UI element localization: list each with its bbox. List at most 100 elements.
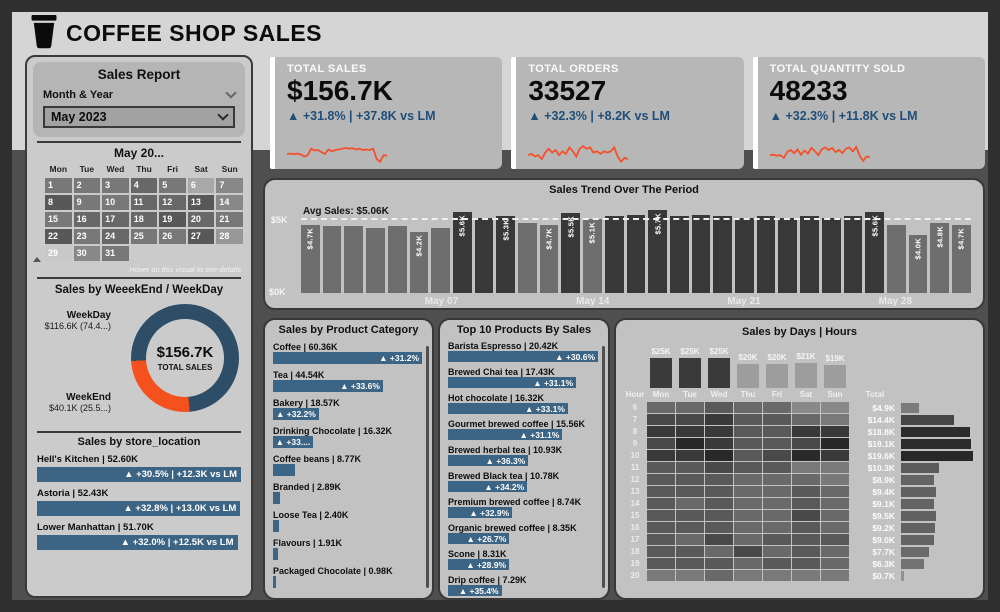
total-bar[interactable] [901,474,934,485]
calendar-day[interactable]: 8 [45,195,72,210]
heat-cell[interactable] [792,402,820,413]
calendar-day[interactable]: 20 [187,212,215,227]
trend-bar[interactable] [518,223,537,293]
calendar-day[interactable]: 23 [73,229,101,244]
heat-cell[interactable] [734,426,762,437]
calendar-day[interactable]: 11 [130,195,158,210]
heat-cell[interactable] [676,570,704,581]
heat-cell[interactable] [647,570,675,581]
day-total-column[interactable]: $25K [647,340,675,388]
heat-cell[interactable] [821,546,849,557]
heat-cell[interactable] [676,546,704,557]
heat-cell[interactable] [821,474,849,485]
heat-cell[interactable] [676,438,704,449]
calendar-day[interactable]: 21 [216,212,243,227]
heat-cell[interactable] [734,462,762,473]
trend-bar[interactable] [821,217,841,293]
heat-cell[interactable] [705,450,733,461]
trend-bar[interactable] [366,227,385,293]
calendar-day[interactable]: 26 [159,229,186,244]
product-bar[interactable]: ▲ +28.9% [448,559,510,570]
heat-cell[interactable] [705,426,733,437]
heat-cell[interactable] [734,498,762,509]
category-bar[interactable] [273,548,278,560]
day-total-column[interactable]: $20K [734,340,762,388]
trend-bar[interactable]: $4.2K [409,232,429,293]
heat-cell[interactable] [763,402,791,413]
calendar-scroll-up-icon[interactable] [33,257,41,262]
weekend-weekday-donut[interactable]: $156.7K TOTAL SALES [131,304,239,412]
scrollbar[interactable] [426,346,429,588]
product-bar[interactable]: ▲ +31.1% [448,377,577,388]
heat-cell[interactable] [792,570,820,581]
heat-cell[interactable] [647,450,675,461]
heat-cell[interactable] [792,414,820,425]
calendar-day[interactable]: 10 [102,195,129,210]
heat-cell[interactable] [792,438,820,449]
trend-bar[interactable] [886,224,906,293]
trend-bar[interactable]: $5.6K [865,211,884,293]
heat-cell[interactable] [676,498,704,509]
heat-cell[interactable] [705,462,733,473]
heat-cell[interactable] [705,402,733,413]
category-bar[interactable] [273,492,281,504]
heat-cell[interactable] [763,426,791,437]
heat-cell[interactable] [821,462,849,473]
calendar-day[interactable]: 5 [159,178,186,193]
total-bar[interactable] [901,558,925,569]
trend-bar[interactable] [474,217,494,293]
heat-cell[interactable] [763,498,791,509]
product-bar[interactable]: ▲ +36.3% [448,455,529,466]
heat-cell[interactable] [647,534,675,545]
heat-cell[interactable] [705,438,733,449]
trend-bar[interactable] [735,217,754,293]
category-bar[interactable] [273,464,295,476]
calendar-day[interactable]: 9 [73,195,101,210]
heat-cell[interactable] [821,522,849,533]
trend-bar[interactable] [626,214,646,293]
heat-cell[interactable] [734,546,762,557]
heat-cell[interactable] [734,438,762,449]
trend-bar[interactable] [604,216,624,293]
heat-cell[interactable] [792,558,820,569]
heat-cell[interactable] [705,498,733,509]
heat-cell[interactable] [763,546,791,557]
heat-cell[interactable] [792,522,820,533]
heat-cell[interactable] [821,414,849,425]
heat-cell[interactable] [821,426,849,437]
heat-cell[interactable] [821,570,849,581]
heat-cell[interactable] [676,534,704,545]
total-bar[interactable] [901,486,936,497]
heat-cell[interactable] [647,414,675,425]
heat-cell[interactable] [647,402,675,413]
trend-bar[interactable] [843,216,863,293]
calendar-day[interactable]: 28 [216,229,243,244]
month-year-slicer-header[interactable]: Month & Year [43,87,237,101]
product-bar[interactable]: ▲ +33.1% [448,403,568,414]
heat-cell[interactable] [763,486,791,497]
store-bar[interactable]: ▲ +30.5% | +12.3K vs LM [37,467,241,482]
heat-cell[interactable] [676,510,704,521]
trend-bar[interactable]: $5.5K [561,213,581,293]
total-bar[interactable] [901,402,919,413]
total-bar[interactable] [901,534,935,545]
heat-cell[interactable] [792,498,820,509]
heat-cell[interactable] [647,510,675,521]
heat-cell[interactable] [647,426,675,437]
trend-bar[interactable] [669,216,689,293]
category-bar[interactable] [273,576,276,588]
trend-bar[interactable] [344,226,364,293]
heat-cell[interactable] [734,414,762,425]
heat-cell[interactable] [821,510,849,521]
heat-cell[interactable] [763,522,791,533]
calendar-day[interactable]: 15 [45,212,72,227]
store-bar[interactable]: ▲ +32.8% | +13.0K vs LM [37,501,241,516]
category-bar[interactable]: ▲ +32.2% [273,408,319,420]
scrollbar[interactable] [602,346,605,588]
calendar-day[interactable]: 13 [187,195,215,210]
calendar-day[interactable]: 18 [130,212,158,227]
calendar-day[interactable]: 17 [102,212,129,227]
heat-cell[interactable] [734,486,762,497]
trend-bar[interactable]: $5.3K [496,216,516,293]
trend-bar[interactable]: $4.8K [930,223,950,293]
